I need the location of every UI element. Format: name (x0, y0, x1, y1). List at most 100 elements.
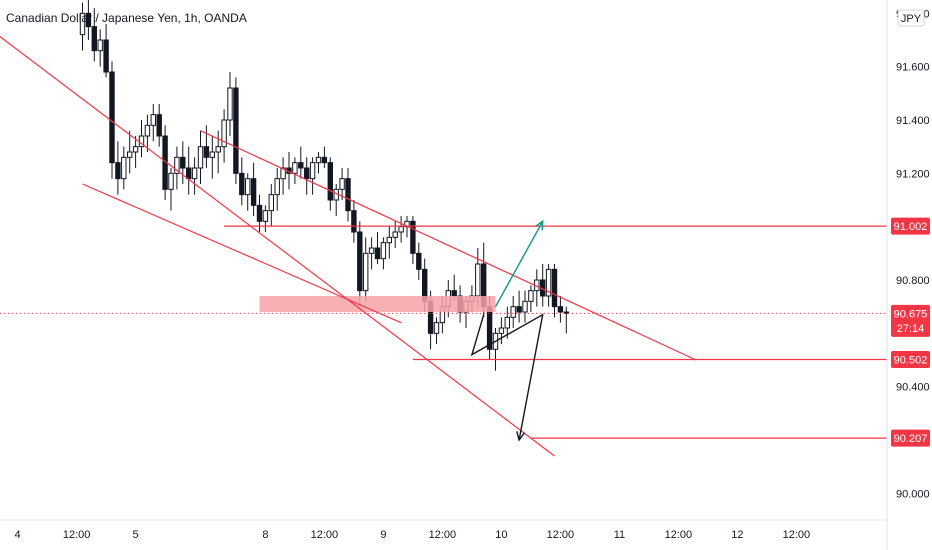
candle[interactable] (333, 184, 339, 216)
candle[interactable] (528, 285, 534, 312)
candle[interactable] (138, 120, 145, 158)
candle[interactable] (144, 114, 151, 152)
time-tick-label: 8 (262, 529, 268, 541)
candle[interactable] (280, 157, 286, 195)
channel-trend-line[interactable] (0, 19, 555, 457)
candle[interactable] (398, 216, 404, 243)
candle[interactable] (504, 306, 511, 339)
candle-body (156, 114, 162, 137)
candle[interactable] (79, 2, 86, 51)
candle[interactable] (368, 237, 375, 270)
projection-path[interactable] (470, 313, 544, 441)
candle[interactable] (245, 173, 251, 211)
candle[interactable] (127, 130, 133, 174)
candle[interactable] (492, 328, 499, 371)
candle[interactable] (191, 157, 198, 195)
candle[interactable] (109, 61, 115, 179)
candle[interactable] (510, 296, 516, 328)
candle[interactable] (215, 130, 221, 174)
candle-body (380, 242, 387, 260)
candle[interactable] (416, 242, 422, 280)
candle[interactable] (174, 146, 180, 190)
candle-body (180, 156, 186, 169)
candle[interactable] (321, 146, 328, 168)
candle-body (516, 306, 522, 313)
candle[interactable] (392, 221, 398, 248)
candle[interactable] (545, 264, 552, 307)
candle[interactable] (156, 104, 162, 147)
candle[interactable] (327, 157, 334, 211)
candle-body (268, 194, 275, 212)
candle[interactable] (357, 221, 363, 307)
plot-area[interactable] (79, 0, 569, 371)
candle[interactable] (91, 8, 97, 62)
candle[interactable] (339, 168, 345, 200)
candle[interactable] (103, 24, 109, 78)
candle-body (91, 26, 97, 52)
candle[interactable] (410, 216, 416, 264)
candle[interactable] (315, 152, 322, 174)
time-tick-label: 11 (614, 529, 625, 541)
candle[interactable] (498, 317, 505, 344)
price-tag: 90.502 (891, 350, 930, 368)
candle[interactable] (115, 141, 121, 195)
candle[interactable] (540, 264, 546, 307)
candle[interactable] (121, 146, 127, 190)
candle[interactable] (221, 109, 227, 163)
candle[interactable] (363, 237, 369, 302)
candle[interactable] (150, 104, 157, 142)
drawings-layer[interactable] (0, 19, 887, 457)
candle[interactable] (522, 290, 528, 323)
candle[interactable] (304, 157, 310, 195)
candle[interactable] (203, 125, 210, 168)
candle[interactable] (233, 77, 239, 184)
currency-badge[interactable]: JPY (897, 9, 925, 27)
candle[interactable] (557, 296, 564, 323)
candle[interactable] (186, 146, 192, 195)
candle[interactable] (209, 136, 216, 179)
candle-body (339, 178, 345, 190)
candle-body (97, 39, 103, 52)
supply-zone[interactable] (259, 296, 496, 312)
time-tick-label: 5 (133, 529, 139, 541)
candle[interactable] (85, 0, 92, 40)
candle-body (298, 162, 304, 169)
candle[interactable] (97, 29, 103, 67)
bar-countdown: 27:14 (897, 323, 925, 335)
candle[interactable] (168, 168, 174, 211)
candle[interactable] (298, 146, 304, 179)
candle[interactable] (180, 141, 186, 184)
candle[interactable] (262, 205, 269, 232)
candle-body (528, 290, 534, 302)
candle[interactable] (292, 157, 298, 184)
price-tick-label: 90.000 (896, 488, 930, 500)
candle[interactable] (250, 162, 257, 216)
candle-body (79, 12, 86, 36)
candle[interactable] (274, 168, 280, 211)
candle[interactable] (132, 136, 139, 168)
channel-trend-line[interactable] (200, 130, 697, 361)
candle[interactable] (433, 317, 440, 344)
candle[interactable] (374, 232, 381, 264)
candle[interactable] (516, 290, 522, 323)
candle[interactable] (563, 306, 569, 334)
candle[interactable] (197, 130, 204, 184)
candle[interactable] (380, 237, 387, 270)
candle[interactable] (268, 184, 275, 227)
candle[interactable] (534, 269, 540, 307)
candle-body (239, 172, 245, 196)
candle-body (315, 156, 322, 164)
candle-body (551, 268, 558, 308)
price-axis[interactable]: 91.80091.60091.40091.20090.80090.40090.0… (896, 8, 930, 500)
projection-path[interactable] (494, 220, 544, 308)
candle[interactable] (239, 157, 245, 206)
candle[interactable] (345, 168, 351, 222)
candle[interactable] (551, 264, 558, 318)
candle-body (280, 167, 286, 180)
candle[interactable] (309, 157, 316, 195)
candle[interactable] (386, 226, 393, 259)
candle[interactable] (351, 200, 357, 243)
candle[interactable] (227, 72, 233, 136)
time-axis[interactable]: 4 12:00 5 8 12:00 9 12:00 10 12:00 11 12:00 12 12:00 (15, 529, 811, 541)
